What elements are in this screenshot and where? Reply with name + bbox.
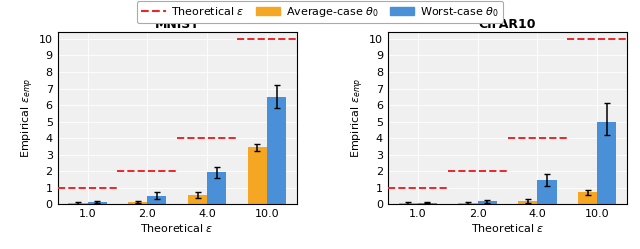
Bar — [147, 196, 166, 204]
Bar — [267, 97, 286, 204]
X-axis label: Theoretical $\varepsilon$: Theoretical $\varepsilon$ — [141, 222, 214, 234]
Bar — [477, 201, 497, 204]
Bar — [207, 172, 227, 204]
Bar — [418, 202, 437, 204]
Bar — [88, 202, 107, 204]
Bar — [188, 195, 207, 204]
Y-axis label: Empirical $\varepsilon_{emp}$: Empirical $\varepsilon_{emp}$ — [350, 78, 366, 158]
Bar — [578, 192, 597, 204]
Y-axis label: Empirical $\varepsilon_{emp}$: Empirical $\varepsilon_{emp}$ — [20, 78, 36, 158]
Legend: Theoretical $\varepsilon$, Average-case $\theta_0$, Worst-case $\theta_0$: Theoretical $\varepsilon$, Average-case … — [137, 0, 503, 23]
Bar — [597, 122, 616, 204]
Bar — [518, 201, 538, 204]
Bar — [399, 203, 418, 204]
Title: MNIST: MNIST — [155, 18, 200, 31]
Bar — [68, 203, 88, 204]
Bar — [538, 180, 557, 204]
Bar — [128, 202, 147, 204]
Bar — [248, 147, 267, 204]
Bar — [458, 203, 477, 204]
Title: CIFAR10: CIFAR10 — [479, 18, 536, 31]
X-axis label: Theoretical $\varepsilon$: Theoretical $\varepsilon$ — [471, 222, 544, 234]
